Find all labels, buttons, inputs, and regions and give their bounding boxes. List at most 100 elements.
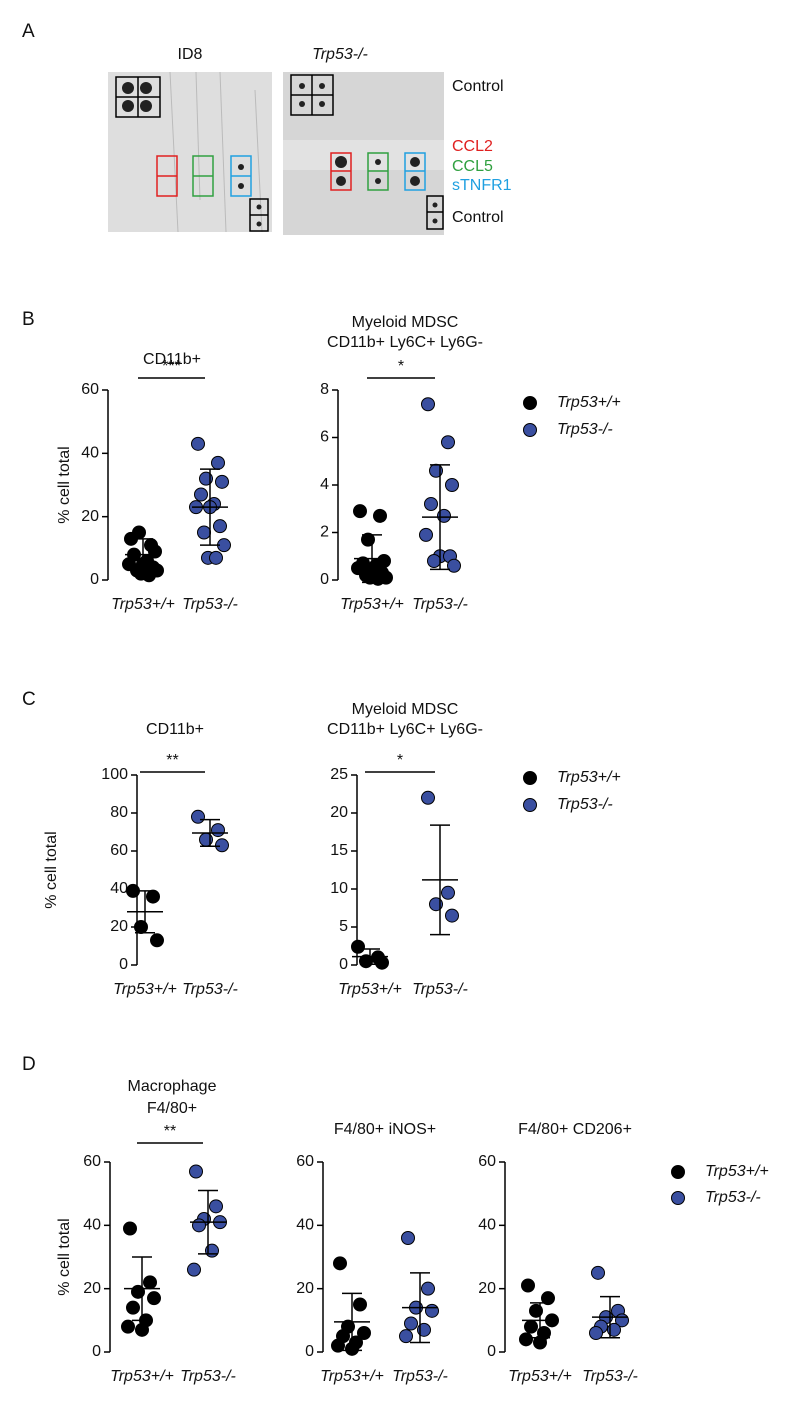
chart-subtitle: CD11b+ Ly6C+ Ly6G- bbox=[327, 721, 483, 738]
data-point bbox=[441, 885, 455, 900]
data-point bbox=[331, 1338, 345, 1353]
y-tick-label: 40 bbox=[110, 880, 128, 897]
legend-marker bbox=[523, 771, 537, 785]
y-axis-label: % cell total bbox=[43, 831, 60, 908]
data-point bbox=[404, 1316, 418, 1331]
data-point bbox=[194, 487, 208, 502]
data-point bbox=[419, 527, 433, 542]
y-tick-label: 0 bbox=[320, 571, 329, 588]
y-tick-label: 20 bbox=[296, 1280, 314, 1297]
y-tick-label: 40 bbox=[81, 445, 99, 462]
y-tick-label: 20 bbox=[110, 918, 128, 935]
legend-marker bbox=[671, 1165, 685, 1179]
legend-label: Trp53-/- bbox=[557, 421, 613, 438]
data-point bbox=[427, 554, 441, 568]
data-point bbox=[135, 1322, 149, 1337]
data-point bbox=[519, 1332, 533, 1347]
y-tick-label: 20 bbox=[330, 804, 348, 821]
y-tick-label: 40 bbox=[296, 1217, 314, 1234]
y-tick-label: 20 bbox=[81, 508, 99, 525]
x-tick-label: Trp53-/- bbox=[182, 981, 238, 998]
data-point bbox=[209, 550, 223, 565]
legend-marker bbox=[523, 423, 537, 437]
data-point bbox=[213, 519, 227, 534]
data-point bbox=[123, 1221, 137, 1236]
data-point bbox=[150, 933, 164, 948]
data-point bbox=[541, 1291, 555, 1306]
x-tick-label: Trp53+/+ bbox=[110, 1368, 174, 1385]
blot-left bbox=[108, 71, 272, 233]
data-point bbox=[191, 436, 205, 451]
blot-right bbox=[283, 72, 444, 235]
significance-label: *** bbox=[162, 358, 181, 375]
blot-label: CCL2 bbox=[452, 138, 493, 155]
chart-title: Myeloid MDSC bbox=[352, 314, 459, 331]
data-point bbox=[447, 558, 461, 573]
y-axis-label: % cell total bbox=[56, 1218, 73, 1295]
legend-label: Trp53-/- bbox=[557, 796, 613, 813]
y-tick-label: 6 bbox=[320, 429, 329, 446]
data-point bbox=[441, 435, 455, 450]
x-tick-label: Trp53-/- bbox=[412, 981, 468, 998]
data-point bbox=[215, 474, 229, 489]
x-tick-label: Trp53+/+ bbox=[338, 981, 402, 998]
y-tick-label: 0 bbox=[339, 956, 348, 973]
data-point bbox=[187, 1262, 201, 1277]
data-point bbox=[353, 1297, 367, 1312]
chart-subtitle: F4/80+ bbox=[147, 1100, 197, 1117]
data-point bbox=[371, 571, 385, 586]
data-point bbox=[424, 497, 438, 511]
data-point bbox=[445, 478, 459, 492]
panel-label: A bbox=[22, 21, 35, 42]
data-point bbox=[589, 1326, 603, 1340]
x-tick-label: Trp53-/- bbox=[392, 1368, 448, 1385]
data-point bbox=[215, 838, 229, 853]
y-tick-label: 20 bbox=[478, 1280, 496, 1297]
chart-title: Myeloid MDSC bbox=[352, 701, 459, 718]
significance-label: ** bbox=[166, 752, 178, 769]
blot-title: ID8 bbox=[178, 46, 203, 63]
data-point bbox=[147, 1291, 161, 1306]
y-axis-label: % cell total bbox=[56, 446, 73, 523]
legend-marker bbox=[671, 1191, 685, 1205]
data-point bbox=[521, 1278, 535, 1293]
x-tick-label: Trp53+/+ bbox=[111, 596, 175, 613]
data-point bbox=[121, 1319, 135, 1334]
panel-label: D bbox=[22, 1054, 36, 1075]
chart-title: CD11b+ bbox=[143, 351, 201, 368]
data-point bbox=[357, 1326, 371, 1340]
data-point bbox=[591, 1265, 605, 1280]
y-tick-label: 4 bbox=[320, 476, 329, 493]
y-tick-label: 80 bbox=[110, 804, 128, 821]
data-point bbox=[421, 790, 435, 805]
legend-marker bbox=[523, 396, 537, 410]
y-tick-label: 60 bbox=[81, 381, 99, 398]
data-point bbox=[399, 1329, 413, 1344]
y-tick-label: 25 bbox=[330, 766, 348, 783]
data-point bbox=[211, 823, 225, 838]
x-tick-label: Trp53-/- bbox=[412, 596, 468, 613]
x-tick-label: Trp53+/+ bbox=[113, 981, 177, 998]
data-point bbox=[209, 1199, 223, 1214]
x-tick-label: Trp53-/- bbox=[582, 1368, 638, 1385]
data-point bbox=[425, 1303, 439, 1318]
y-tick-label: 0 bbox=[90, 571, 99, 588]
data-point bbox=[192, 1218, 206, 1233]
y-tick-label: 0 bbox=[119, 956, 128, 973]
y-tick-label: 15 bbox=[330, 842, 348, 859]
data-point bbox=[421, 1281, 435, 1296]
y-tick-label: 20 bbox=[83, 1280, 101, 1297]
significance-label: ** bbox=[164, 1123, 176, 1140]
data-point bbox=[401, 1231, 415, 1245]
x-tick-label: Trp53+/+ bbox=[340, 596, 404, 613]
y-tick-label: 0 bbox=[305, 1343, 314, 1360]
significance-label: * bbox=[397, 752, 403, 769]
chart-title: F4/80+ CD206+ bbox=[518, 1121, 632, 1138]
blot-label: CCL5 bbox=[452, 158, 493, 175]
legend-label: Trp53+/+ bbox=[557, 394, 621, 411]
significance-label: * bbox=[398, 358, 404, 375]
data-point bbox=[189, 1164, 203, 1179]
data-point bbox=[373, 508, 387, 523]
legend-label: Trp53-/- bbox=[705, 1189, 761, 1206]
